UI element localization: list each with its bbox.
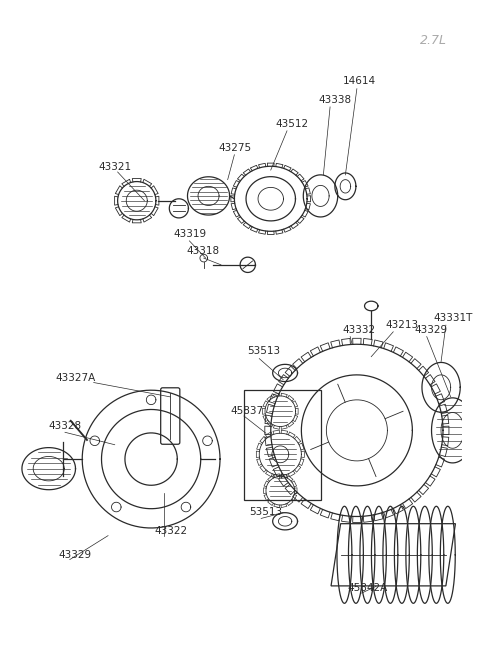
Text: 43329: 43329	[58, 550, 91, 560]
Text: 14614: 14614	[343, 76, 376, 86]
Text: 2.7L: 2.7L	[420, 34, 447, 47]
Text: 43319: 43319	[173, 229, 206, 239]
Text: 43512: 43512	[276, 119, 309, 129]
Text: 43338: 43338	[319, 95, 352, 105]
Text: 43213: 43213	[385, 320, 419, 330]
Text: 43318: 43318	[187, 246, 220, 256]
Text: 43331T: 43331T	[433, 313, 473, 324]
Text: 43322: 43322	[154, 526, 187, 536]
Text: 43275: 43275	[218, 143, 251, 153]
Text: 43327A: 43327A	[55, 373, 96, 383]
Text: 43329: 43329	[414, 325, 447, 335]
Text: 45837: 45837	[230, 406, 264, 416]
Text: 53513: 53513	[247, 346, 280, 356]
Text: 53513: 53513	[249, 507, 282, 517]
Text: 45842A: 45842A	[348, 584, 387, 593]
Text: 43332: 43332	[343, 325, 376, 335]
Text: 43328: 43328	[48, 421, 82, 430]
Text: 43321: 43321	[98, 162, 132, 172]
